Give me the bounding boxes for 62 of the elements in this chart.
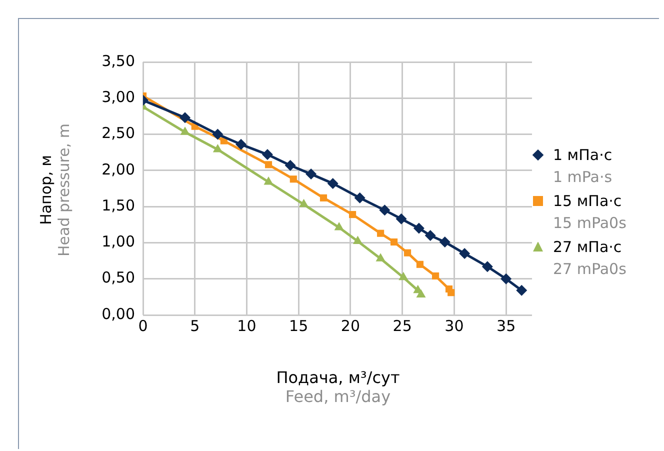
- y-tick-label: 3,00: [102, 88, 135, 106]
- point: [377, 230, 384, 237]
- point: [413, 222, 424, 234]
- point: [264, 161, 272, 168]
- point: [354, 192, 366, 204]
- point: [284, 160, 296, 171]
- point: [327, 178, 338, 189]
- y-tick-label: 0,00: [102, 304, 135, 323]
- x-tick-label: 10: [237, 316, 256, 335]
- point: [390, 238, 398, 246]
- legend-label: 27 мПа·с: [553, 238, 622, 256]
- y-tick-label: 1,00: [102, 232, 135, 251]
- point: [439, 236, 450, 248]
- x-tick-label: 25: [392, 316, 412, 335]
- point: [404, 249, 412, 256]
- y-tick-label: 0,50: [102, 268, 135, 287]
- x-axis-title: Подача, м³/сут: [275, 368, 401, 387]
- point: [500, 273, 512, 284]
- point: [482, 261, 493, 272]
- x-tick-label: 35: [496, 316, 516, 335]
- point: [212, 128, 224, 140]
- point: [264, 176, 274, 185]
- point: [516, 284, 528, 296]
- point: [416, 260, 424, 268]
- y-tick-label: 1,50: [102, 196, 135, 214]
- point: [180, 112, 191, 124]
- point: [334, 222, 344, 230]
- point: [320, 194, 328, 202]
- legend-label: 15 мПа·с: [553, 192, 622, 210]
- x-tick-label: 30: [444, 316, 464, 335]
- point: [376, 253, 386, 262]
- text: 15 mPa0s: [552, 213, 626, 234]
- point: [290, 176, 297, 183]
- point: [448, 289, 455, 296]
- legend-label: 1 мПа·с: [553, 146, 612, 164]
- text: 27 mPa0s: [552, 259, 626, 280]
- x-tick-label: 15: [289, 316, 308, 335]
- text: Feed, m³/day: [284, 387, 392, 406]
- point: [432, 272, 440, 280]
- text: Head pressure, m: [55, 124, 73, 256]
- text: 1 mPa·s: [552, 167, 614, 188]
- point: [424, 230, 436, 241]
- point: [262, 149, 273, 160]
- point: [459, 248, 470, 260]
- y-tick-label: 2,50: [102, 124, 135, 142]
- point: [180, 126, 190, 135]
- point: [416, 289, 426, 298]
- point: [349, 210, 356, 218]
- point: [398, 272, 408, 280]
- point: [212, 144, 222, 152]
- y-axis-title: Напор, м: [37, 154, 55, 227]
- y-tick-label: 3,50: [102, 52, 135, 70]
- point: [299, 198, 309, 208]
- y-tick-label: 2,00: [102, 160, 135, 178]
- x-tick-label: 0: [138, 316, 148, 335]
- point: [306, 168, 317, 180]
- point: [379, 204, 390, 216]
- x-tick-label: 5: [190, 316, 200, 335]
- point: [396, 213, 407, 224]
- point: [352, 236, 362, 244]
- x-tick-label: 20: [340, 316, 360, 335]
- point: [236, 138, 247, 150]
